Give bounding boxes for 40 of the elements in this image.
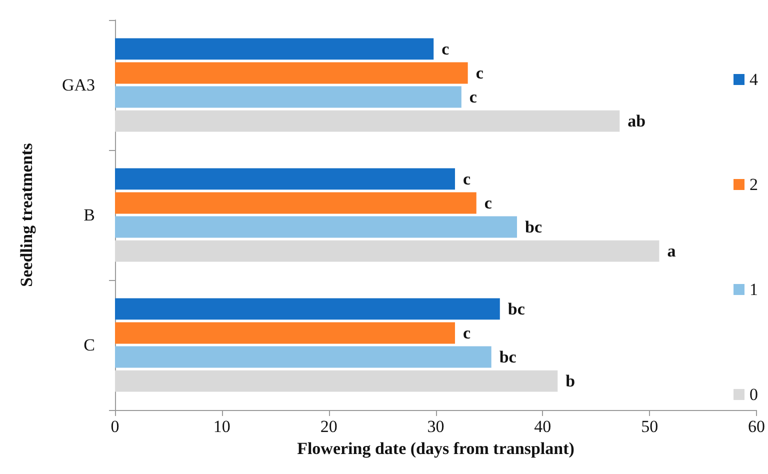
bar — [115, 298, 500, 320]
bar — [115, 192, 476, 214]
x-tick-label: 60 — [748, 417, 765, 436]
x-tick-label: 10 — [213, 417, 230, 436]
legend-label: 4 — [750, 70, 758, 89]
bar — [115, 370, 558, 392]
y-axis-title: Seedling treatments — [17, 142, 36, 287]
x-tick-label: 0 — [110, 417, 120, 436]
y-tick-label: GA3 — [62, 76, 95, 94]
y-tick-label: B — [84, 206, 95, 224]
data-label: c — [462, 169, 471, 188]
data-label: c — [484, 193, 492, 212]
y-tick-label: C — [84, 336, 95, 354]
legend-label: 0 — [750, 385, 758, 404]
x-tick-label: 50 — [641, 417, 658, 436]
data-label: c — [462, 323, 471, 342]
bar — [115, 322, 455, 344]
data-label: ab — [628, 112, 646, 131]
x-tick-label: 20 — [320, 417, 338, 436]
legend-label: 2 — [750, 175, 758, 194]
data-label: c — [442, 39, 450, 58]
bar — [115, 62, 468, 84]
data-label: bc — [508, 299, 526, 318]
data-label: c — [476, 63, 484, 82]
data-label: c — [469, 88, 478, 107]
data-label: bc — [525, 218, 542, 237]
bar — [115, 168, 455, 190]
bar — [115, 86, 462, 108]
data-label: bc — [499, 348, 517, 367]
bar — [115, 240, 660, 262]
legend-label: 1 — [750, 280, 758, 299]
bar — [115, 346, 492, 368]
data-label: b — [566, 372, 576, 391]
x-tick-label: 40 — [534, 417, 552, 436]
x-tick-label: 30 — [427, 417, 444, 436]
data-label: a — [667, 242, 676, 261]
x-axis-title: Flowering date (days from transplant) — [297, 438, 574, 458]
bar — [115, 38, 434, 60]
bar — [115, 216, 518, 238]
bar — [115, 110, 620, 132]
